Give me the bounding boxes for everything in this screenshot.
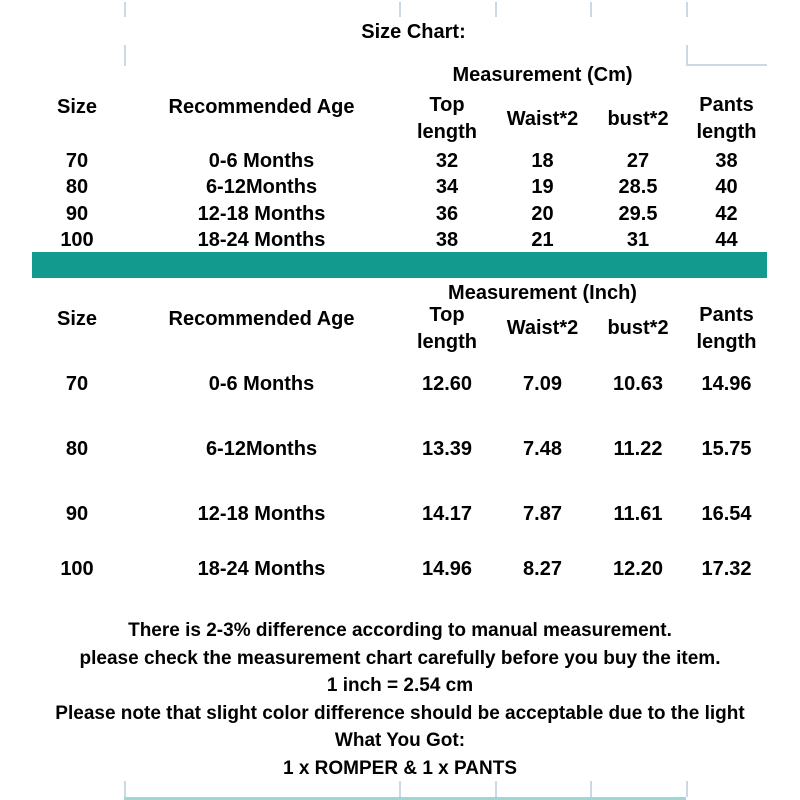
grid-tick: [686, 64, 767, 66]
cell-pants: 15.75: [701, 438, 752, 460]
cell-top: 32: [435, 149, 459, 172]
cell-bust: 28.5: [618, 176, 658, 199]
col-header-size: Size: [56, 96, 98, 118]
cell-top: 13.39: [421, 438, 473, 460]
cell-waist: 20: [531, 202, 554, 225]
cell-top: 14.96: [421, 557, 473, 580]
note-check-chart: please check the measurement chart caref…: [79, 647, 721, 669]
cell-top: 36: [435, 202, 459, 225]
inch-size-table: Size Recommended Age Top length Waist*2 …: [30, 303, 767, 592]
cm-size-table: Size Recommended Age Top length Waist*2 …: [30, 90, 767, 254]
grid-tick: [686, 2, 688, 17]
cell-pants: 40: [715, 176, 738, 199]
bottom-accent-line: [124, 797, 686, 800]
cell-waist: 7.87: [523, 502, 562, 525]
grid-tick: [686, 781, 688, 797]
cell-age: 12-18 Months: [197, 502, 326, 525]
cell-age: 18-24 Months: [197, 229, 326, 252]
cell-age: 6-12Months: [205, 438, 318, 460]
col-header-pants-length: Pants length: [696, 303, 757, 353]
cell-pants: 16.54: [701, 502, 752, 525]
grid-tick: [686, 45, 688, 66]
grid-tick: [124, 45, 126, 66]
note-inch-conversion: 1 inch = 2.54 cm: [326, 675, 474, 696]
cell-age: 0-6 Months: [208, 373, 315, 395]
col-header-waist: Waist*2: [506, 107, 579, 130]
cell-age: 18-24 Months: [197, 557, 326, 580]
cell-top: 34: [435, 176, 459, 199]
cell-top: 14.17: [421, 502, 473, 525]
cell-bust: 29.5: [618, 202, 658, 225]
col-header-size: Size: [56, 308, 98, 330]
grid-tick: [124, 781, 126, 797]
cell-bust: 11.22: [613, 438, 663, 460]
cell-pants: 42: [715, 202, 738, 225]
col-header-waist: Waist*2: [506, 317, 579, 339]
col-header-bust: bust*2: [607, 317, 669, 339]
cell-waist: 7.48: [523, 438, 562, 460]
cell-size: 70: [65, 373, 89, 395]
cm-section-heading: Measurement (Cm): [452, 64, 633, 86]
cell-waist: 18: [531, 149, 554, 172]
col-header-pants-length: Pants length: [696, 94, 757, 143]
note-measurement-tolerance: There is 2-3% difference according to ma…: [128, 620, 672, 641]
teal-divider-bar: [32, 252, 767, 278]
cell-age: 12-18 Months: [197, 202, 326, 225]
col-header-bust: bust*2: [607, 107, 669, 130]
cell-bust: 27: [626, 149, 650, 172]
grid-tick: [590, 2, 592, 17]
cell-size: 80: [65, 176, 89, 199]
cell-bust: 11.61: [613, 502, 663, 525]
cell-size: 100: [60, 557, 94, 580]
grid-tick: [495, 2, 497, 17]
cell-age: 0-6 Months: [208, 149, 315, 172]
cell-size: 80: [65, 438, 89, 460]
col-header-age: Recommended Age: [168, 308, 355, 330]
page-title: Size Chart:: [361, 21, 466, 43]
col-header-age: Recommended Age: [168, 96, 355, 118]
cell-bust: 31: [626, 229, 650, 252]
cell-size: 100: [60, 229, 94, 252]
cell-pants: 38: [715, 149, 738, 172]
cell-bust: 10.63: [612, 373, 664, 395]
cell-size: 70: [65, 149, 89, 172]
cell-size: 90: [65, 502, 89, 525]
footer-notes: There is 2-3% difference according to ma…: [0, 617, 800, 782]
cell-size: 90: [65, 202, 89, 225]
note-what-you-got-label: What You Got:: [334, 730, 466, 751]
cell-waist: 19: [531, 176, 554, 199]
note-package-contents: 1 x ROMPER & 1 x PANTS: [282, 757, 518, 779]
cell-pants: 17.32: [701, 557, 752, 580]
cell-top: 38: [435, 229, 459, 252]
cell-waist: 7.09: [523, 373, 562, 395]
col-header-top-length: Top length: [417, 303, 477, 353]
grid-tick: [495, 781, 497, 797]
grid-tick: [399, 781, 401, 797]
cell-waist: 8.27: [523, 557, 562, 580]
grid-tick: [590, 781, 592, 797]
cell-age: 6-12Months: [205, 176, 318, 199]
cell-top: 12.60: [421, 373, 473, 395]
cell-bust: 12.20: [612, 557, 664, 580]
grid-tick: [399, 2, 401, 17]
col-header-top-length: Top length: [417, 94, 477, 143]
cell-pants: 14.96: [701, 373, 752, 395]
cell-waist: 21: [531, 229, 554, 252]
cell-pants: 44: [715, 229, 738, 252]
note-color-difference: Please note that slight color difference…: [55, 702, 745, 724]
grid-tick: [124, 2, 126, 17]
inch-section-heading: Measurement (Inch): [448, 282, 637, 304]
